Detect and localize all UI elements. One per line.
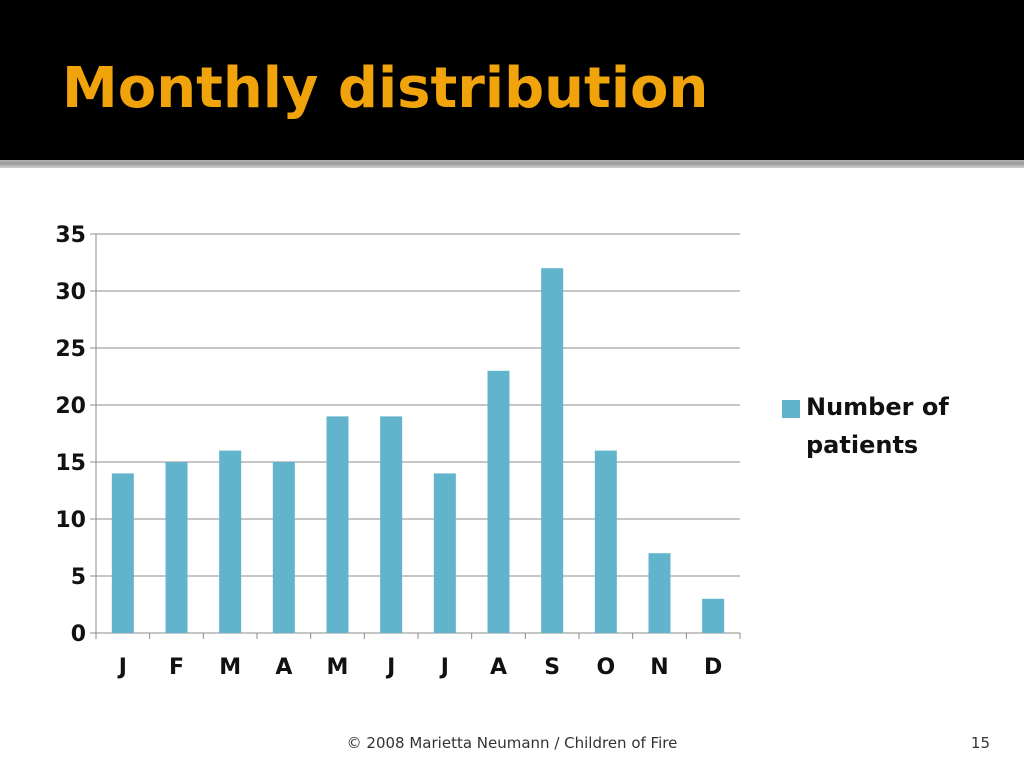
x-category-label: J xyxy=(117,655,127,680)
x-category-label: D xyxy=(704,655,722,680)
y-tick-label: 15 xyxy=(55,451,86,476)
bar-6 xyxy=(433,473,456,633)
y-tick-label: 35 xyxy=(55,223,86,248)
y-tick-label: 20 xyxy=(55,394,86,419)
x-category-label: M xyxy=(327,655,349,680)
title-bar xyxy=(0,0,1024,160)
bar-8 xyxy=(541,268,564,633)
bar-10 xyxy=(648,553,671,633)
x-category-label: O xyxy=(596,655,615,680)
bar-7 xyxy=(487,370,510,633)
x-category-label: M xyxy=(219,655,241,680)
x-category-label: A xyxy=(275,655,292,680)
x-category-label: J xyxy=(439,655,449,680)
page-number: 15 xyxy=(970,734,990,752)
x-category-label: A xyxy=(490,655,507,680)
slide-title: Monthly distribution xyxy=(62,56,709,121)
bar-chart: 0 5 10 15 20 25 30 35 J F M A M J J A S O N D xyxy=(55,223,741,680)
bar-5 xyxy=(380,416,403,633)
bar-11 xyxy=(702,598,725,633)
x-category-label: F xyxy=(169,655,184,680)
bar-3 xyxy=(272,462,295,633)
bar-1 xyxy=(165,462,188,633)
title-divider xyxy=(0,160,1024,168)
bar-0 xyxy=(111,473,134,633)
y-tick-label: 5 xyxy=(71,565,86,590)
y-tick-label: 0 xyxy=(71,622,86,647)
chart-legend: Number of patients xyxy=(782,393,976,464)
x-category-label: N xyxy=(650,655,668,680)
x-category-label: S xyxy=(544,655,560,680)
bar-2 xyxy=(219,450,242,633)
x-category-label: J xyxy=(385,655,395,680)
y-tick-label: 25 xyxy=(55,337,86,362)
y-tick-label: 30 xyxy=(55,280,86,305)
bar-9 xyxy=(594,450,617,633)
bar-4 xyxy=(326,416,349,633)
footer-copyright: © 2008 Marietta Neumann / Children of Fi… xyxy=(346,734,678,752)
legend-swatch xyxy=(782,400,800,418)
y-tick-label: 10 xyxy=(55,508,86,533)
legend-label: Number of patients xyxy=(806,393,949,459)
